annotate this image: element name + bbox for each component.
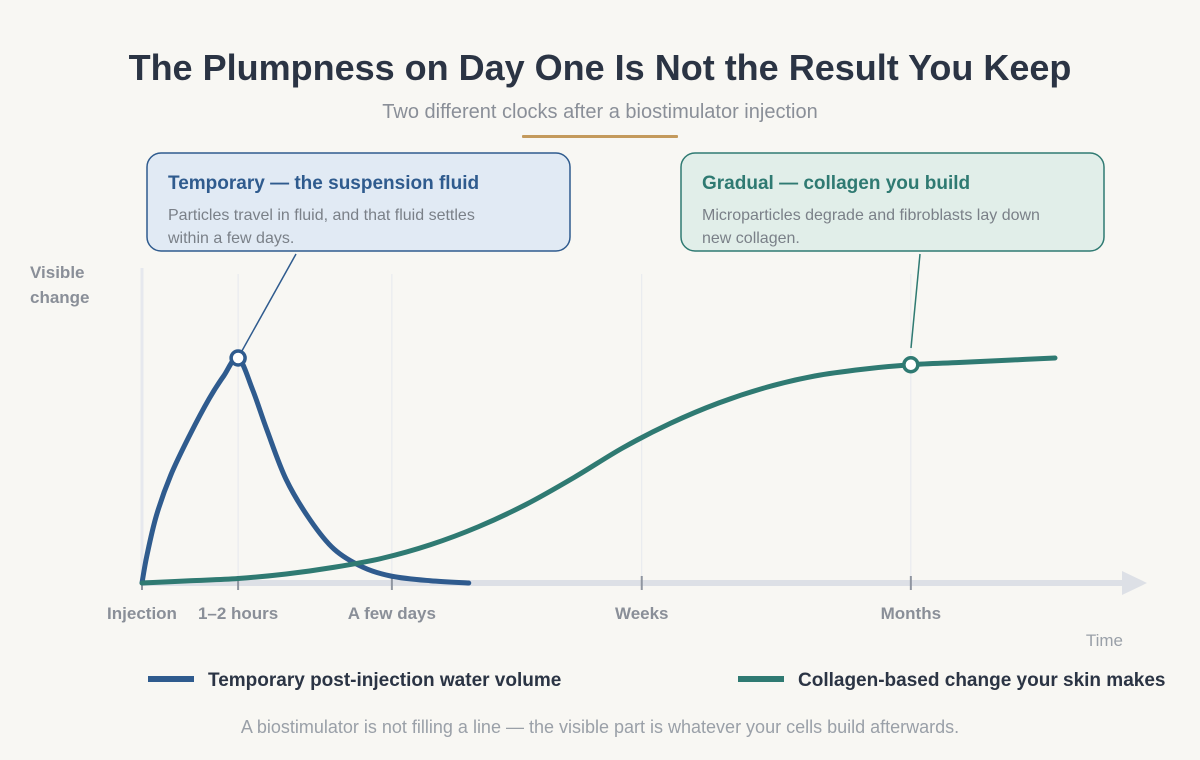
chart-title: The Plumpness on Day One Is Not the Resu…: [129, 47, 1072, 88]
y-axis-label-line-1: Visible: [30, 263, 85, 282]
x-tick-label: 1–2 hours: [198, 604, 278, 623]
collagen-callout-box: [680, 152, 1105, 252]
title-accent-rule: [522, 135, 678, 138]
legend: Temporary post-injection water volume Co…: [148, 670, 1165, 691]
x-axis: [142, 571, 1147, 595]
chart-subtitle: Two different clocks after a biostimulat…: [382, 101, 817, 123]
collagen-series-line: [139, 355, 1058, 586]
x-axis-label: Time: [1086, 631, 1123, 650]
temporary-callout-line-1: Particles travel in fluid, and that flui…: [168, 207, 475, 224]
x-tick-label: Weeks: [615, 604, 669, 623]
temporary-callout-line-2: within a few days.: [167, 230, 294, 247]
collagen-callout: Gradual — collagen you build Micropartic…: [680, 152, 1105, 252]
collagen-callout-line-1: Microparticles degrade and fibroblasts l…: [702, 207, 1040, 224]
series-lines: [139, 355, 1058, 586]
temporary-callout-connector: [237, 253, 297, 359]
series-markers: [229, 349, 920, 374]
legend-label-collagen: Collagen-based change your skin makes: [798, 670, 1165, 691]
legend-label-temporary: Temporary post-injection water volume: [208, 670, 561, 691]
collagen-marker: [902, 356, 920, 374]
temporary-callout-box: [146, 152, 571, 252]
gridlines: [140, 268, 912, 583]
temporary-callout-title: Temporary — the suspension fluid: [168, 173, 479, 194]
y-axis-label: Visible change: [30, 263, 90, 307]
x-tick-label: Months: [881, 604, 941, 623]
collagen-callout-line-2: new collagen.: [702, 230, 800, 247]
temporary-series-line: [139, 355, 472, 586]
x-tick-label: Injection: [107, 604, 177, 623]
y-axis-label-line-2: change: [30, 288, 90, 307]
collagen-callout-title: Gradual — collagen you build: [702, 173, 970, 194]
x-axis-arrow-icon: [1122, 571, 1147, 595]
x-tick-label: A few days: [348, 604, 436, 623]
collagen-callout-connector: [910, 253, 921, 349]
temporary-peak-marker: [229, 349, 247, 367]
temporary-callout: Temporary — the suspension fluid Particl…: [146, 152, 571, 252]
footer-note: A biostimulator is not filling a line — …: [241, 717, 959, 737]
